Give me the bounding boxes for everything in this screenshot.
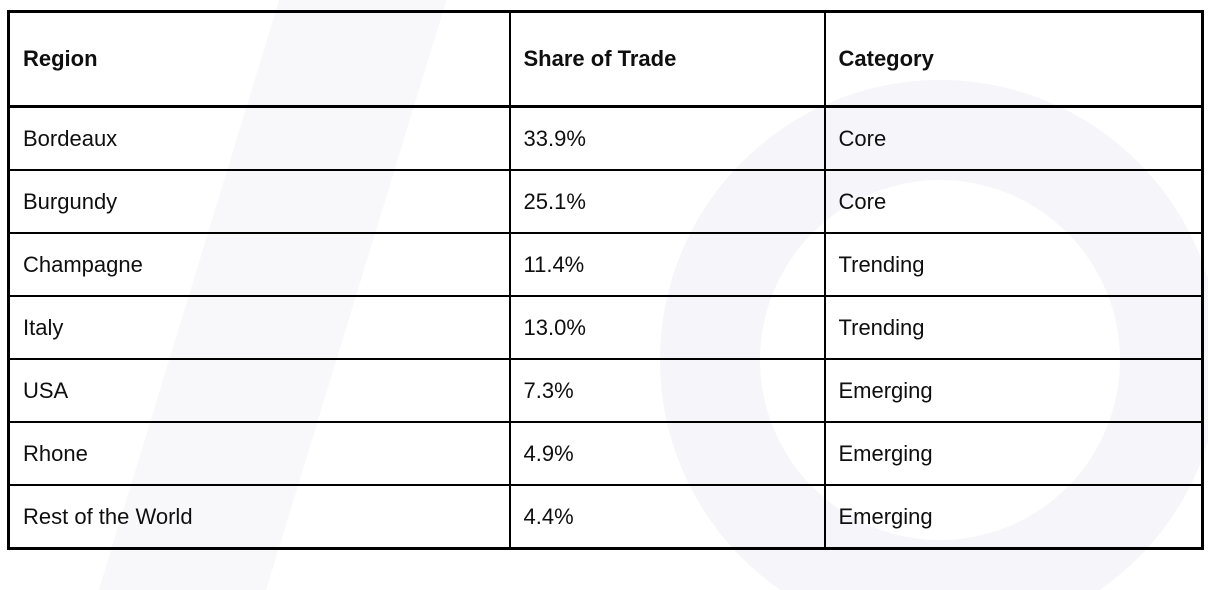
cell-share: 4.4% xyxy=(508,484,826,550)
header-row: Region Share of Trade Category xyxy=(7,10,1204,108)
table-row: Bordeaux 33.9% Core xyxy=(7,105,1204,171)
cell-category: Emerging xyxy=(823,358,1204,423)
cell-share: 11.4% xyxy=(508,232,826,297)
cell-region: Rhone xyxy=(7,421,511,486)
cell-share: 13.0% xyxy=(508,295,826,360)
column-header-region: Region xyxy=(7,10,511,108)
column-header-category: Category xyxy=(823,10,1204,108)
table-row: Champagne 11.4% Trending xyxy=(7,232,1204,297)
table-row: Rhone 4.9% Emerging xyxy=(7,421,1204,486)
cell-region: Champagne xyxy=(7,232,511,297)
cell-share: 4.9% xyxy=(508,421,826,486)
cell-share: 7.3% xyxy=(508,358,826,423)
cell-region: Rest of the World xyxy=(7,484,511,550)
cell-category: Trending xyxy=(823,295,1204,360)
cell-category: Emerging xyxy=(823,484,1204,550)
table-row: Italy 13.0% Trending xyxy=(7,295,1204,360)
cell-region: USA xyxy=(7,358,511,423)
column-header-share: Share of Trade xyxy=(508,10,826,108)
cell-share: 25.1% xyxy=(508,169,826,234)
cell-category: Core xyxy=(823,105,1204,171)
cell-category: Trending xyxy=(823,232,1204,297)
cell-share: 33.9% xyxy=(508,105,826,171)
cell-category: Core xyxy=(823,169,1204,234)
table-row: Rest of the World 4.4% Emerging xyxy=(7,484,1204,550)
table-row: Burgundy 25.1% Core xyxy=(7,169,1204,234)
cell-category: Emerging xyxy=(823,421,1204,486)
cell-region: Burgundy xyxy=(7,169,511,234)
table-row: USA 7.3% Emerging xyxy=(7,358,1204,423)
cell-region: Italy xyxy=(7,295,511,360)
wine-trade-share-table: Region Share of Trade Category Bordeaux … xyxy=(7,10,1204,550)
cell-region: Bordeaux xyxy=(7,105,511,171)
